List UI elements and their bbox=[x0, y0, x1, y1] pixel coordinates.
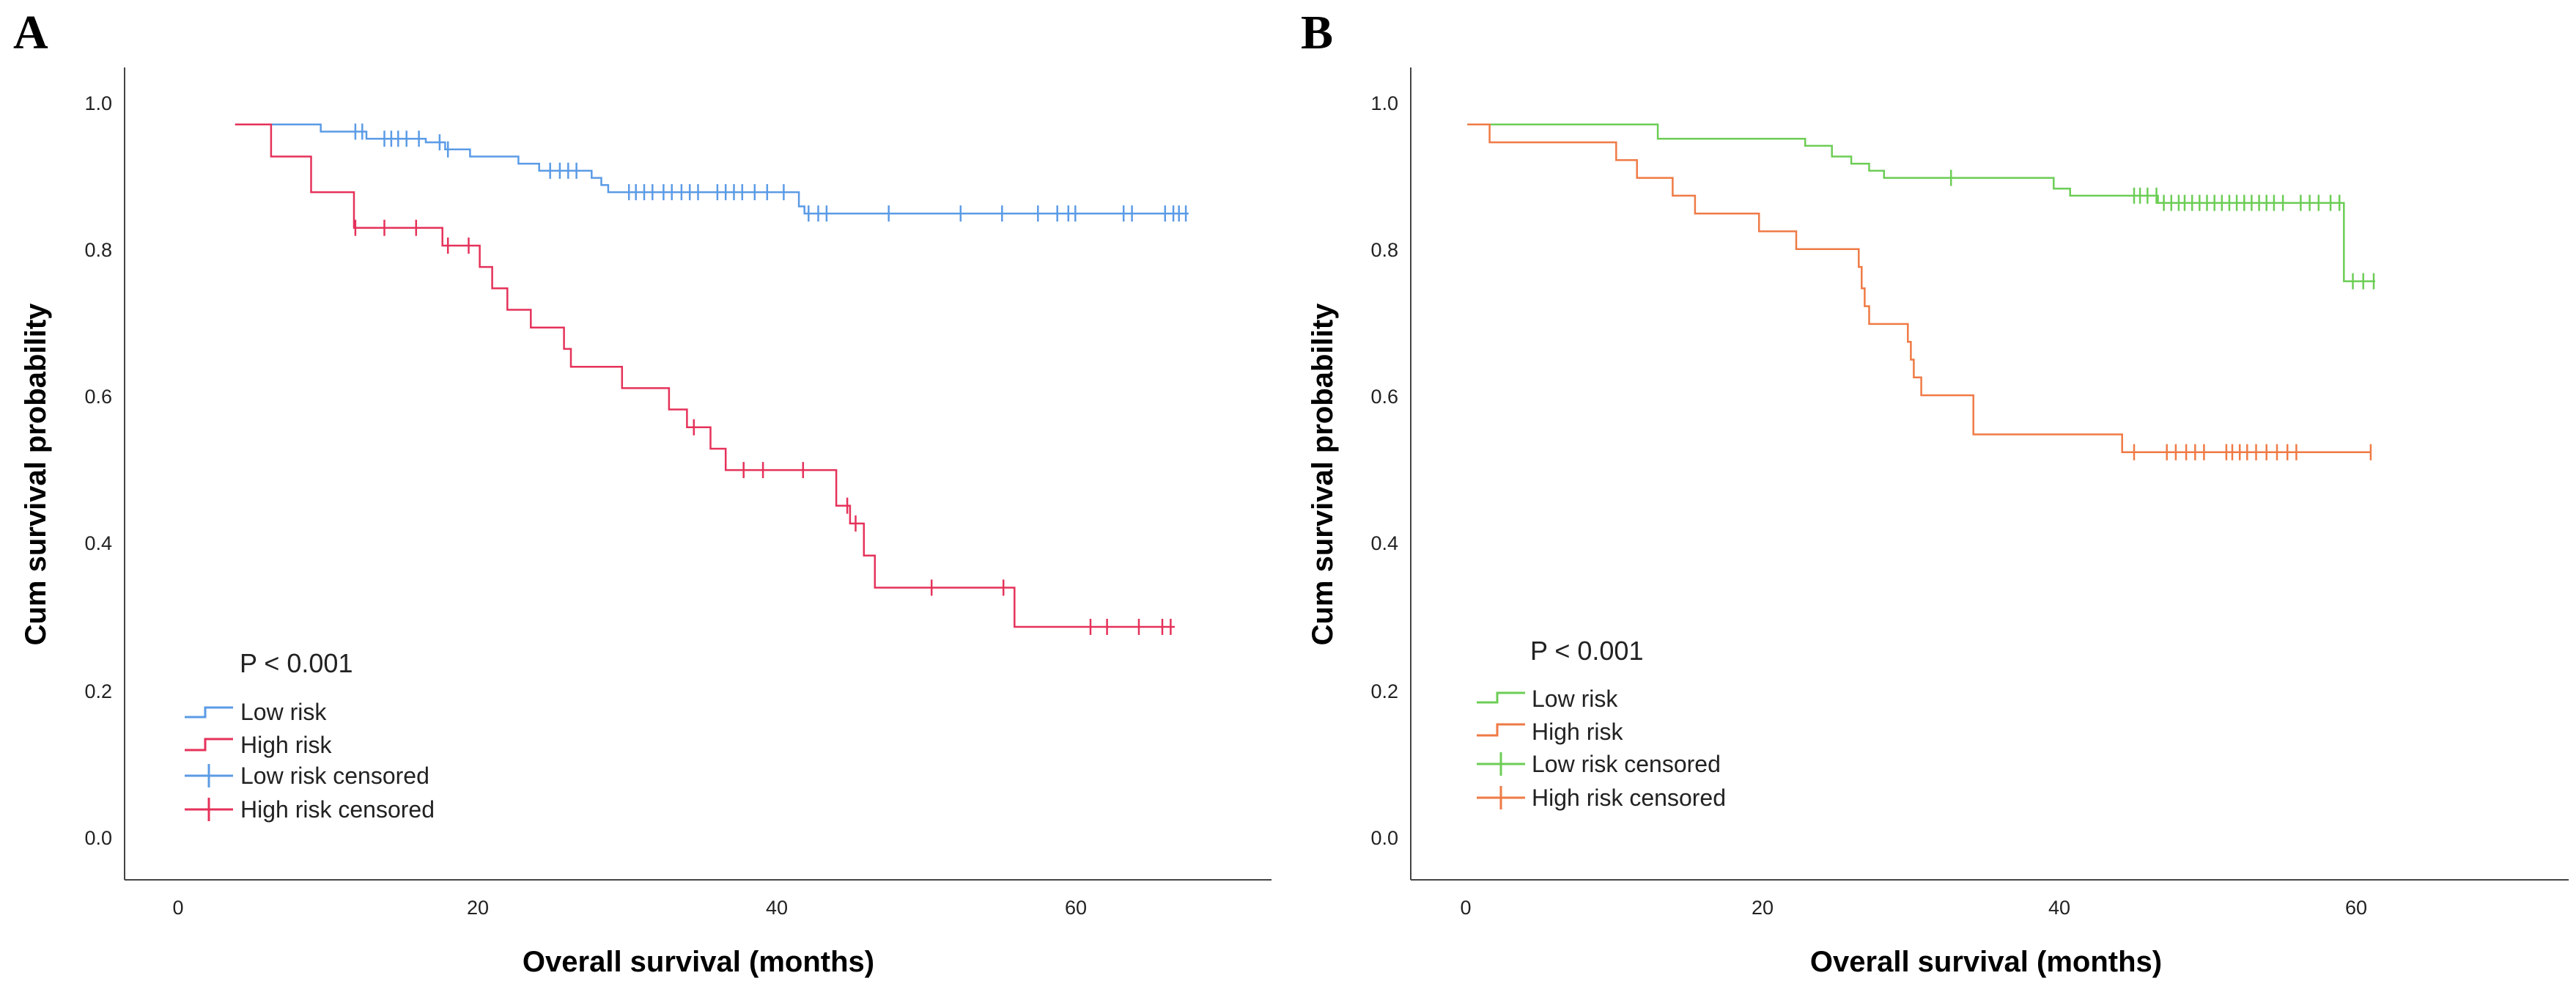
panel-b-legend: Low risk High risk Low risk censored Hig… bbox=[1477, 686, 1726, 811]
panel-a: A Overall survival (months) Cum survival… bbox=[13, 6, 1272, 978]
km-curve-high-risk bbox=[1467, 123, 2371, 454]
legend-label-low-risk-censored: Low risk censored bbox=[240, 763, 429, 789]
panel-b-y-tick-label: 0.6 bbox=[1370, 386, 1398, 408]
panel-b-y-axis-title: Cum survival probability bbox=[1307, 303, 1339, 646]
panel-b-y-tick-label: 0.8 bbox=[1370, 239, 1398, 261]
panel-a-y-tick-label: 1.0 bbox=[84, 92, 112, 114]
panel-a-label: A bbox=[13, 6, 48, 59]
km-curve-low-risk bbox=[235, 123, 1189, 215]
legend-swatch-high-risk bbox=[185, 738, 233, 752]
panel-a-x-tick-label: 40 bbox=[766, 897, 788, 919]
legend-swatch-low-risk bbox=[1477, 691, 1525, 704]
panel-b-label: B bbox=[1301, 6, 1333, 59]
panel-b-x-tick-label: 40 bbox=[2048, 897, 2070, 919]
legend-swatch-high-risk bbox=[1477, 723, 1525, 737]
legend-label-high-risk-censored: High risk censored bbox=[240, 796, 435, 823]
legend-label-low-risk-censored: Low risk censored bbox=[1532, 751, 1721, 777]
legend-swatch-high-risk-censored bbox=[1477, 786, 1525, 809]
panel-a-y-axis-title: Cum survival probability bbox=[20, 303, 52, 646]
panel-a-y-tick-label: 0.4 bbox=[84, 532, 112, 554]
legend-swatch-low-risk-censored bbox=[1477, 752, 1525, 776]
panel-b-x-tick-label: 20 bbox=[1752, 897, 1774, 919]
panel-b-y-tick-label: 0.4 bbox=[1370, 532, 1398, 554]
panel-b-x-tick-label: 60 bbox=[2345, 897, 2367, 919]
panel-b-y-tick-label: 0.2 bbox=[1370, 680, 1398, 702]
panel-a-legend: Low risk High risk Low risk censored Hig… bbox=[185, 699, 435, 823]
legend-label-high-risk-censored: High risk censored bbox=[1532, 785, 1726, 811]
legend-label-low-risk: Low risk bbox=[240, 699, 327, 725]
panel-a-p-value: P < 0.001 bbox=[240, 648, 353, 678]
panel-b-y-tick-label: 0.0 bbox=[1370, 827, 1398, 849]
legend-swatch-low-risk-censored bbox=[185, 764, 233, 787]
legend-label-high-risk: High risk bbox=[1532, 719, 1623, 745]
panel-b-x-axis-title: Overall survival (months) bbox=[1810, 946, 2162, 978]
legend-swatch-high-risk-censored bbox=[185, 798, 233, 821]
panel-a-x-tick-label: 20 bbox=[467, 897, 489, 919]
panel-a-y-tick-label: 0.0 bbox=[84, 827, 112, 849]
km-curve-high-risk bbox=[235, 123, 1175, 628]
panel-b: B Overall survival (months) Cum survival… bbox=[1301, 6, 2569, 978]
panel-b-x-tick-label: 0 bbox=[1460, 897, 1471, 919]
panel-a-x-axis-title: Overall survival (months) bbox=[523, 946, 874, 978]
panel-b-curves bbox=[1467, 123, 2375, 460]
panel-a-curves bbox=[235, 123, 1189, 635]
panel-a-y-tick-label: 0.6 bbox=[84, 386, 112, 408]
km-curve-low-risk bbox=[1467, 123, 2375, 282]
panel-a-y-tick-label: 0.8 bbox=[84, 239, 112, 261]
panel-b-y-tick-label: 1.0 bbox=[1370, 92, 1398, 114]
panel-a-y-tick-label: 0.2 bbox=[84, 680, 112, 702]
legend-label-high-risk: High risk bbox=[240, 732, 332, 758]
panel-b-p-value: P < 0.001 bbox=[1530, 636, 1643, 666]
panel-a-x-tick-label: 0 bbox=[172, 897, 183, 919]
legend-label-low-risk: Low risk bbox=[1532, 686, 1618, 712]
legend-swatch-low-risk bbox=[185, 706, 233, 719]
panel-a-x-tick-label: 60 bbox=[1065, 897, 1087, 919]
